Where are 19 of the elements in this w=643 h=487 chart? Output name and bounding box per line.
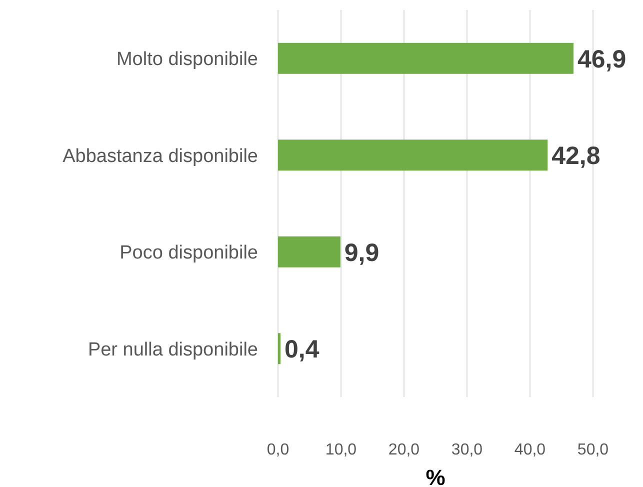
bar — [278, 42, 574, 74]
y-tick-label: Poco disponibile — [120, 242, 258, 264]
y-tick-label: Abbastanza disponibile — [62, 146, 258, 167]
x-tick-label: 30,0 — [451, 441, 483, 458]
y-tick-label: Per nulla disponibile — [88, 339, 258, 360]
x-tick-label: 50,0 — [577, 441, 609, 458]
bar — [278, 333, 281, 364]
data-label: 46,9 — [577, 45, 626, 74]
data-label: 42,8 — [552, 142, 600, 170]
x-axis-title: % — [426, 465, 446, 487]
data-label: 0,4 — [284, 336, 320, 364]
bar — [278, 140, 548, 171]
x-tick-label: 20,0 — [388, 441, 420, 458]
data-label: 9,9 — [344, 238, 380, 267]
bar — [278, 236, 340, 268]
x-tick-label: 10,0 — [325, 441, 357, 458]
x-tick-label: 0,0 — [266, 441, 290, 458]
x-tick-label: 40,0 — [514, 441, 546, 458]
y-tick-label: Molto disponibile — [116, 49, 258, 70]
